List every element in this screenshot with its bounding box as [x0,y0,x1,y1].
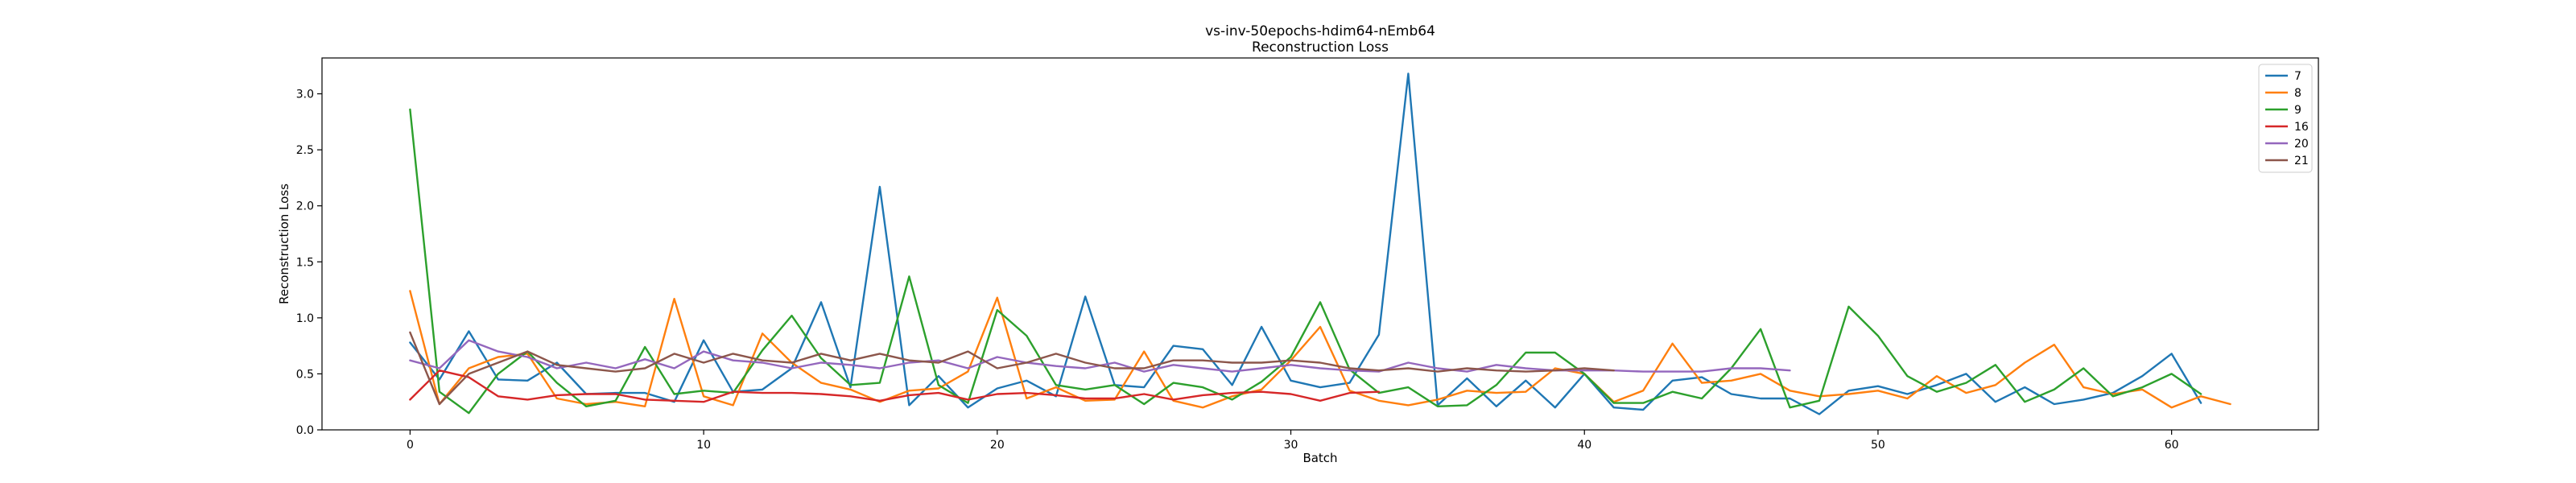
series-line-9 [409,108,2202,415]
series-line-21 [409,331,1615,406]
x-tick-label: 0 [407,439,414,452]
x-tick-label: 10 [696,439,711,452]
series-layer [409,72,2231,415]
chart-subtitle: Reconstruction Loss [1252,39,1389,56]
y-axis-label: Reconstruction Loss [277,184,291,304]
y-tick-label: 2.0 [296,200,314,213]
series-line-20 [409,339,1791,373]
ticks-layer: 0 10 20 30 40 50 60 0.0 0.5 1.0 1.5 2.0 2.5 3.0 [296,89,2179,452]
y-tick-label: 0.0 [296,424,314,437]
legend: 7 8 9 16 20 21 [2258,64,2313,173]
legend-label-20: 20 [2294,138,2309,151]
legend-label-7: 7 [2294,70,2301,83]
y-tick-label: 1.0 [296,312,314,325]
x-tick-label: 60 [2165,439,2179,452]
x-tick-label: 30 [1284,439,1298,452]
y-tick-label: 0.5 [296,368,314,381]
series-line-7 [409,72,2202,415]
legend-label-21: 21 [2294,155,2309,167]
series-line-8 [409,290,2231,409]
x-tick-label: 50 [1871,439,1885,452]
plot-area [321,57,2319,431]
legend-label-16: 16 [2294,121,2309,134]
y-tick-label: 1.5 [296,256,314,269]
series-line-16 [409,369,1381,403]
legend-label-9: 9 [2294,104,2301,117]
y-tick-label: 2.5 [296,144,314,157]
x-axis-label: Batch [1302,451,1337,465]
legend-label-8: 8 [2294,87,2301,100]
x-tick-label: 40 [1577,439,1591,452]
legend-box [2258,64,2313,173]
chart-title: vs-inv-50epochs-hdim64-nEmb64 [1205,23,1435,39]
y-tick-label: 3.0 [296,89,314,101]
x-tick-label: 20 [990,439,1005,452]
